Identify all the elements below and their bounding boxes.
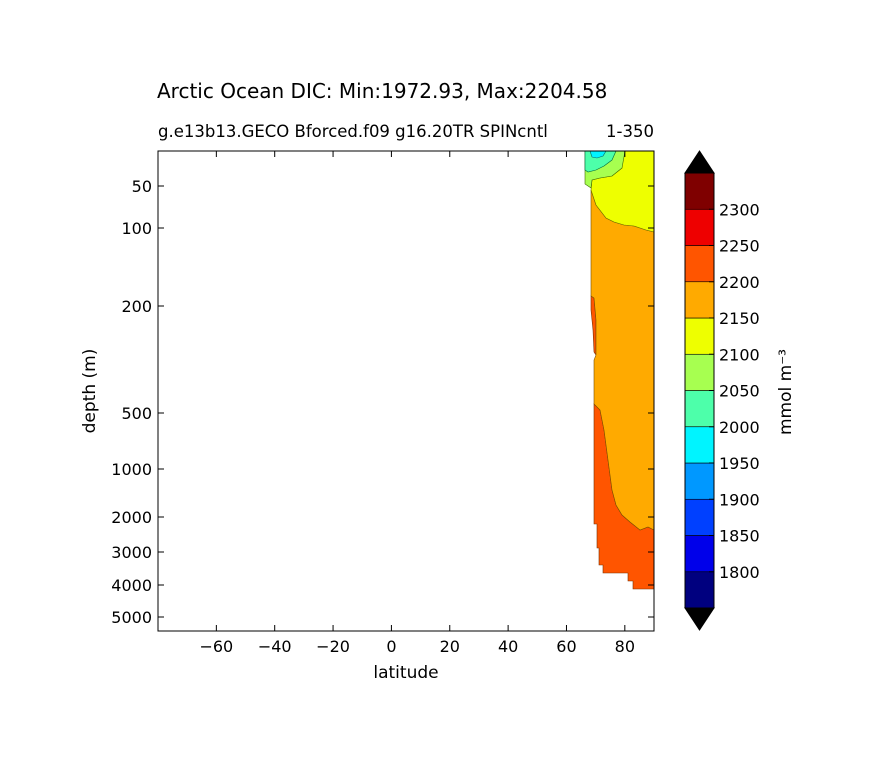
- y-tick-label: 1000: [111, 460, 152, 479]
- x-tick-label: 60: [556, 637, 576, 656]
- colorbar-tick-label: 2300: [719, 200, 760, 219]
- colorbar-segment: [684, 172, 715, 210]
- colorbar-under-extension: [684, 607, 715, 631]
- colorbar-segment: [684, 281, 715, 319]
- y-axis: 50 100 200 500 1000 2000 3000 4000 5000: [111, 177, 654, 627]
- colorbar-segment: [684, 353, 715, 391]
- colorbar-tick-label: 2050: [719, 382, 760, 401]
- x-tick-label: −40: [258, 637, 292, 656]
- x-tick-label: 40: [498, 637, 518, 656]
- colorbar-label: mmol m⁻³: [776, 349, 796, 435]
- y-tick-label: 3000: [111, 543, 152, 562]
- colorbar-segment: [684, 498, 715, 536]
- colorbar-tick-label: 1900: [719, 490, 760, 509]
- y-tick-label: 2000: [111, 508, 152, 527]
- plot-area: [158, 151, 654, 631]
- colorbar-tick-label: 1950: [719, 454, 760, 473]
- y-tick-label: 50: [132, 177, 152, 196]
- colorbar-segment: [684, 317, 715, 355]
- colorbar-segment: [684, 571, 715, 609]
- colorbar-tick-label: 2200: [719, 273, 760, 292]
- x-axis-label: latitude: [373, 663, 438, 683]
- colorbar-segment: [684, 426, 715, 464]
- colorbar-tick-label: 1850: [719, 527, 760, 546]
- x-axis: −60 −40 −20 0 20 40 60 80: [199, 151, 635, 656]
- colorbar-segment: [684, 245, 715, 283]
- y-tick-label: 5000: [111, 608, 152, 627]
- colorbar-over-extension: [684, 150, 715, 174]
- x-tick-label: 0: [386, 637, 396, 656]
- x-tick-label: −60: [199, 637, 233, 656]
- y-axis-label: depth (m): [80, 349, 100, 434]
- colorbar-segment: [684, 535, 715, 573]
- chart-subtitle-left: g.e13b13.GECO Bforced.f09 g16.20TR SPINc…: [158, 122, 548, 141]
- x-tick-label: −20: [316, 637, 350, 656]
- colorbar-segment: [684, 462, 715, 500]
- y-tick-label: 200: [121, 297, 152, 316]
- contour-fills: [584, 150, 655, 590]
- y-tick-label: 500: [121, 404, 152, 423]
- y-tick-label: 4000: [111, 576, 152, 595]
- x-tick-label: 80: [615, 637, 635, 656]
- colorbar-tick-label: 2000: [719, 418, 760, 437]
- colorbar-tick-label: 2150: [719, 309, 760, 328]
- colorbar-segment: [684, 390, 715, 428]
- colorbar: 1800 1850 1900 1950 2000 2050 2100 2150 2200 2250…: [684, 150, 760, 631]
- chart-subtitle-right: 1-350: [606, 122, 654, 141]
- y-tick-label: 100: [121, 219, 152, 238]
- colorbar-tick-label: 1800: [719, 563, 760, 582]
- colorbar-tick-label: 2250: [719, 237, 760, 256]
- x-tick-label: 20: [440, 637, 460, 656]
- colorbar-tick-label: 2100: [719, 345, 760, 364]
- colorbar-segment: [684, 208, 715, 246]
- chart-title: Arctic Ocean DIC: Min:1972.93, Max:2204.…: [157, 79, 607, 103]
- plot-frame: [157, 150, 655, 632]
